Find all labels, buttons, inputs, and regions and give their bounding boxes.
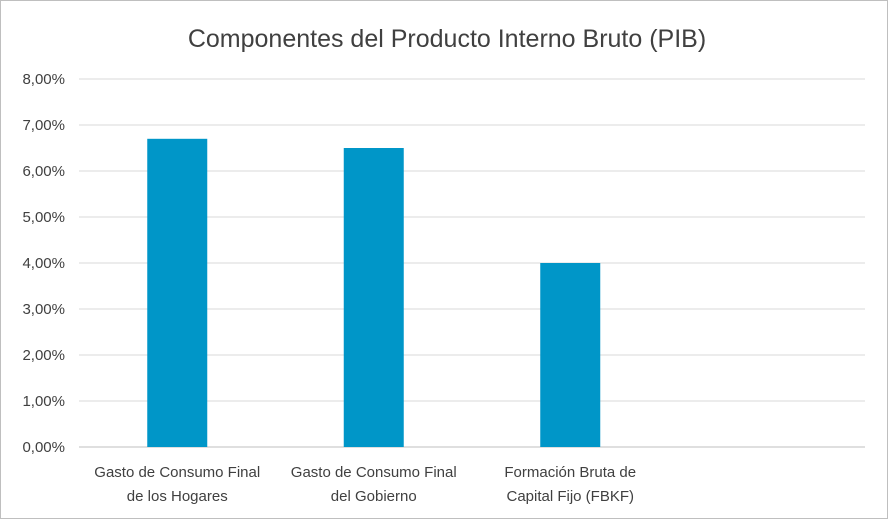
bar	[540, 263, 601, 447]
y-tick-label: 5,00%	[22, 209, 65, 226]
x-category-label: Formación Bruta de	[504, 464, 636, 481]
y-tick-label: 0,00%	[22, 439, 65, 456]
y-tick-label: 6,00%	[22, 163, 65, 180]
chart-title: Componentes del Producto Interno Bruto (…	[188, 25, 706, 53]
y-tick-label: 3,00%	[22, 301, 65, 318]
y-axis-ticks: 0,00% 1,00% 2,00% 3,00% 4,00% 5,00% 6,00% 7,00%…	[22, 71, 65, 456]
y-tick-label: 8,00%	[22, 71, 65, 88]
bars	[147, 138, 601, 448]
x-category-label: Capital Fijo (FBKF)	[506, 488, 634, 505]
y-tick-label: 4,00%	[22, 255, 65, 272]
x-category-label: de los Hogares	[127, 488, 228, 505]
x-axis-labels: Gasto de Consumo Final de los Hogares Gast…	[94, 464, 636, 505]
y-tick-label: 2,00%	[22, 347, 65, 364]
x-category-label: Gasto de Consumo Final	[94, 464, 260, 481]
bar	[147, 138, 208, 448]
x-category-label: Gasto de Consumo Final	[291, 464, 457, 481]
gridlines	[79, 78, 865, 448]
y-tick-label: 7,00%	[22, 117, 65, 134]
x-category-label: del Gobierno	[331, 488, 417, 505]
bar	[343, 148, 404, 447]
y-tick-label: 1,00%	[22, 393, 65, 410]
